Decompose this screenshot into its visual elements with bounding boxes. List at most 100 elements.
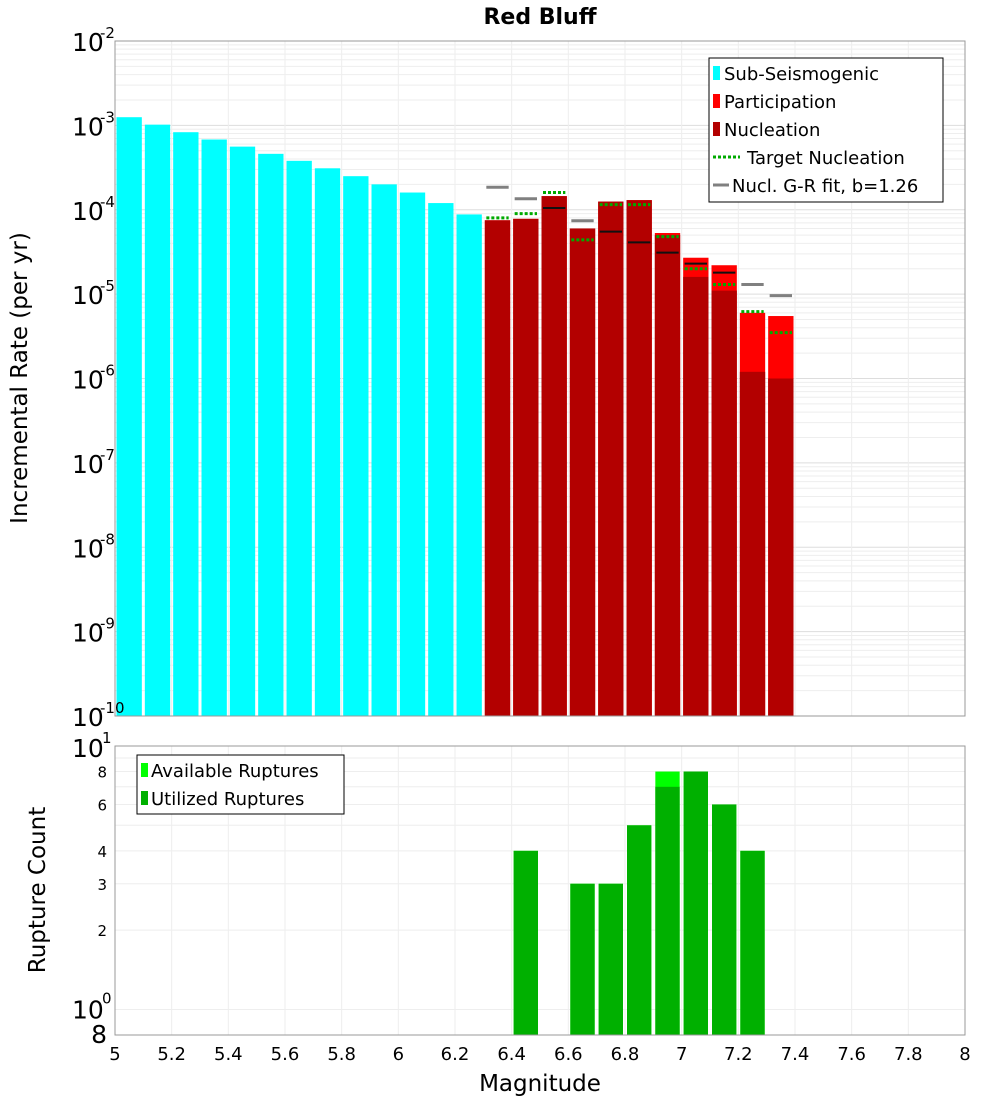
y-tick-label: 2 [97, 922, 107, 940]
legend-label-available-ruptures: Available Ruptures [151, 761, 319, 782]
bar-utilized-ruptures [570, 883, 595, 1035]
legend-label-gr-fit: Nucl. G-R fit, b=1.26 [732, 176, 918, 197]
y-tick-label: 3 [97, 876, 107, 894]
bar-nucleation [683, 276, 709, 716]
y-tick-exponent: -4 [100, 193, 115, 211]
y-tick-label: 10 [72, 534, 104, 563]
x-tick-label: 7.8 [894, 1044, 923, 1065]
x-tick-label: 5.8 [327, 1044, 356, 1065]
y-tick-exponent: -7 [100, 446, 115, 464]
y-tick-exponent: -3 [100, 108, 115, 126]
y-tick-exponent: 1 [102, 729, 112, 747]
bar-utilized-ruptures [627, 825, 652, 1035]
bar-sub-seismogenic [371, 184, 397, 717]
legend-label-participation: Participation [724, 92, 836, 113]
bar-sub-seismogenic [173, 132, 199, 717]
y-tick-label: 10 [72, 281, 104, 310]
y-tick-label: 4 [97, 843, 107, 861]
top-grid [114, 41, 966, 717]
legend-swatch-sub-seismogenic [713, 66, 720, 80]
y-tick-exponent: -10 [100, 699, 125, 717]
legend-swatch-utilized-ruptures [141, 791, 148, 805]
bar-utilized-ruptures [598, 883, 623, 1035]
bar-nucleation [739, 371, 766, 716]
y-tick-exponent: 0 [102, 989, 112, 1007]
y-tick-label: 8 [97, 764, 107, 782]
bottom-plot-frame [114, 745, 966, 1036]
x-tick-label: 5.2 [157, 1044, 186, 1065]
x-tick-label: 8 [959, 1044, 970, 1065]
y-tick-label: 10 [72, 703, 104, 732]
legend-label-utilized-ruptures: Utilized Ruptures [151, 789, 304, 810]
bottom-legend-box [136, 754, 345, 815]
y-tick-label: 10 [72, 734, 104, 763]
legend-label-nucleation: Nucleation [724, 120, 820, 141]
bar-sub-seismogenic [343, 176, 369, 716]
bar-nucleation [484, 220, 511, 717]
bar-nucleation [626, 200, 652, 716]
bar-sub-seismogenic [229, 146, 256, 716]
legend-label-target-nucleation: Target Nucleation [746, 148, 905, 169]
bar-sub-seismogenic [456, 214, 482, 717]
legend-swatch-nucleation [713, 122, 720, 136]
x-tick-label: 6.4 [497, 1044, 526, 1065]
bottom-bars [513, 771, 765, 1035]
bar-sub-seismogenic [314, 168, 341, 716]
bar-nucleation [569, 228, 596, 716]
x-tick-label: 5 [109, 1044, 120, 1065]
bar-utilized-ruptures [513, 850, 538, 1035]
x-tick-label: 6 [393, 1044, 404, 1065]
bottom-legend: Available Ruptures Utilized Ruptures [136, 754, 345, 815]
top-plot-frame [114, 40, 966, 717]
y-tick-exponent: -8 [100, 530, 115, 548]
y-tick-label: 10 [72, 366, 104, 395]
legend-label-sub-seismogenic: Sub-Seismogenic [724, 64, 879, 85]
y-tick-exponent: -2 [100, 24, 115, 42]
bar-utilized-ruptures [712, 804, 737, 1035]
bar-utilized-ruptures [740, 850, 765, 1035]
top-bars [116, 117, 794, 717]
y-tick-label: 8 [91, 1020, 107, 1049]
x-tick-label: 7.2 [724, 1044, 753, 1065]
top-lines [486, 185, 792, 335]
bar-sub-seismogenic [428, 203, 454, 716]
bar-sub-seismogenic [201, 139, 227, 716]
bar-nucleation [768, 378, 794, 716]
x-tick-label: 5.6 [271, 1044, 300, 1065]
x-tick-label: 6.2 [441, 1044, 470, 1065]
top-y-ticks: 10-210-310-410-510-610-710-810-910-10 [72, 24, 125, 732]
y-tick-label: 10 [72, 28, 104, 57]
bar-nucleation [598, 201, 624, 716]
bar-nucleation [541, 196, 567, 716]
y-tick-exponent: -9 [100, 615, 115, 633]
chart-title: Red Bluff [483, 5, 597, 30]
x-ticks: 5 5.2 5.4 5.6 5.8 6 6.2 6.4 6.6 6.8 7 7.2 7.4 7.6 7.8 8 [109, 1044, 970, 1065]
y-tick-label: 10 [72, 995, 104, 1024]
y-tick-exponent: -5 [100, 277, 115, 295]
x-tick-label: 6.6 [554, 1044, 583, 1065]
bottom-y-axis-label: Rupture Count [25, 807, 51, 973]
x-tick-label: 7.4 [781, 1044, 810, 1065]
y-tick-label: 10 [72, 197, 104, 226]
bar-sub-seismogenic [286, 160, 312, 717]
bar-sub-seismogenic [399, 192, 426, 717]
y-tick-label: 10 [72, 112, 104, 141]
legend-swatch-participation [713, 94, 720, 108]
y-tick-label: 10 [72, 450, 104, 479]
bar-nucleation [654, 235, 681, 716]
top-y-axis-label: Incremental Rate (per yr) [7, 232, 33, 524]
x-tick-label: 5.4 [214, 1044, 243, 1065]
top-legend-box [708, 57, 944, 203]
bar-nucleation [711, 290, 737, 716]
y-tick-exponent: -6 [100, 362, 115, 380]
bar-utilized-ruptures [683, 771, 708, 1035]
bar-sub-seismogenic [258, 153, 284, 716]
bar-sub-seismogenic [116, 117, 142, 716]
x-axis-label: Magnitude [479, 1071, 601, 1097]
x-tick-label: 6.8 [611, 1044, 640, 1065]
y-tick-label: 6 [97, 796, 107, 814]
bar-utilized-ruptures [655, 786, 680, 1035]
x-tick-label: 7.6 [837, 1044, 866, 1065]
